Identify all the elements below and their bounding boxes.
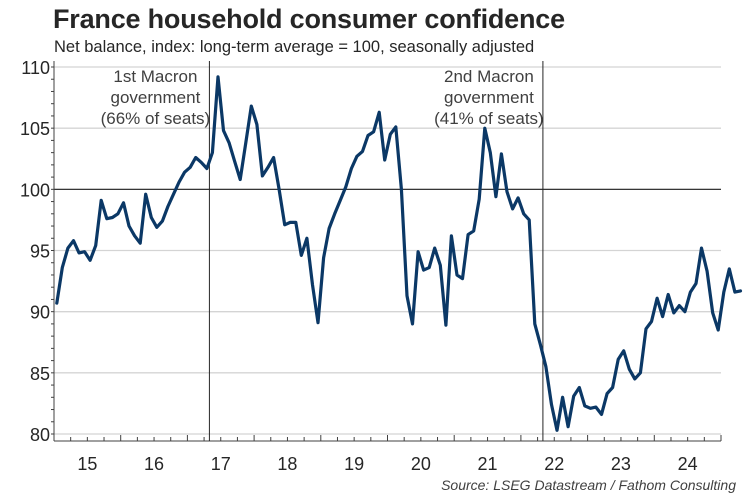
annotation-label: (41% of seats): [434, 109, 544, 128]
x-tick-label: 16: [144, 454, 164, 474]
y-tick-label: 90: [30, 303, 50, 323]
y-tick-label: 80: [30, 425, 50, 445]
x-tick-label: 17: [211, 454, 231, 474]
x-tick-label: 21: [478, 454, 498, 474]
series-line: [55, 75, 743, 432]
x-tick-label: 19: [344, 454, 364, 474]
x-tick-label: 23: [611, 454, 631, 474]
y-tick-label: 105: [20, 119, 50, 139]
annotation-label: government: [444, 88, 534, 107]
y-tick-label: 110: [21, 58, 50, 78]
chart-subtitle: Net balance, index: long-term average = …: [54, 38, 535, 56]
x-tick-label: 24: [678, 454, 698, 474]
chart-title: France household consumer confidence: [53, 4, 565, 34]
x-tick-label: 22: [544, 454, 564, 474]
y-tick-label: 85: [30, 364, 50, 384]
gridlines: [54, 66, 721, 435]
axes: 80 85 90 95 100 105 110 15 16 17 18 19 20 21 22 23 24: [20, 58, 722, 474]
y-tick-label: 100: [20, 180, 50, 200]
annotation-label: (66% of seats): [101, 109, 211, 128]
x-tick-label: 15: [77, 454, 97, 474]
annotation-label: government: [111, 88, 201, 107]
x-tick-label: 20: [411, 454, 431, 474]
y-tick-label: 95: [30, 242, 50, 262]
x-tick-label: 18: [277, 454, 297, 474]
annotations: 1st Macron government (66% of seats) 2nd Ma…: [101, 61, 544, 441]
annotation-label: 2nd Macron: [444, 67, 534, 86]
series-layer: [55, 75, 743, 432]
source-note: Source: LSEG Datastream / Fathom Consult…: [441, 477, 736, 493]
annotation-label: 1st Macron: [113, 67, 197, 86]
